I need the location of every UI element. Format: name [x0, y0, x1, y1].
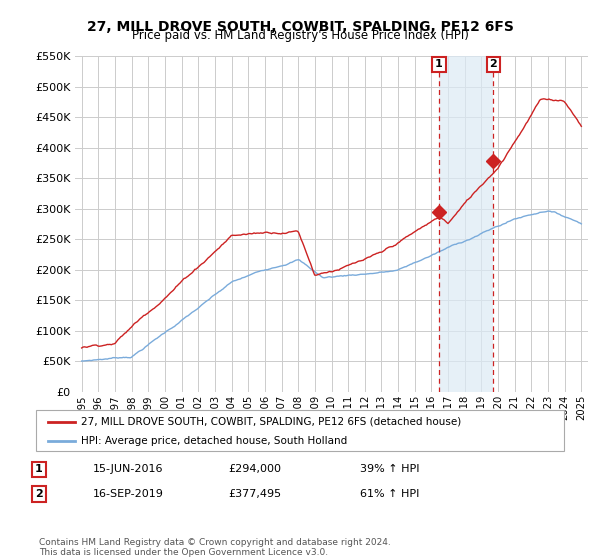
Text: Price paid vs. HM Land Registry's House Price Index (HPI): Price paid vs. HM Land Registry's House … [131, 29, 469, 42]
Text: 27, MILL DROVE SOUTH, COWBIT, SPALDING, PE12 6FS: 27, MILL DROVE SOUTH, COWBIT, SPALDING, … [86, 20, 514, 34]
Text: 1: 1 [435, 59, 443, 69]
Text: £377,495: £377,495 [228, 489, 281, 499]
Text: 39% ↑ HPI: 39% ↑ HPI [360, 464, 419, 474]
Bar [439, 56, 493, 392]
Text: 15-JUN-2016: 15-JUN-2016 [93, 464, 163, 474]
Text: HPI: Average price, detached house, South Holland: HPI: Average price, detached house, Sout… [81, 436, 347, 446]
Text: Contains HM Land Registry data © Crown copyright and database right 2024.
This d: Contains HM Land Registry data © Crown c… [39, 538, 391, 557]
Text: 16-SEP-2019: 16-SEP-2019 [93, 489, 164, 499]
Text: 2: 2 [490, 59, 497, 69]
Text: £294,000: £294,000 [228, 464, 281, 474]
Text: 27, MILL DROVE SOUTH, COWBIT, SPALDING, PE12 6FS (detached house): 27, MILL DROVE SOUTH, COWBIT, SPALDING, … [81, 417, 461, 427]
Text: 1: 1 [35, 464, 43, 474]
Text: 2: 2 [35, 489, 43, 499]
Text: 61% ↑ HPI: 61% ↑ HPI [360, 489, 419, 499]
